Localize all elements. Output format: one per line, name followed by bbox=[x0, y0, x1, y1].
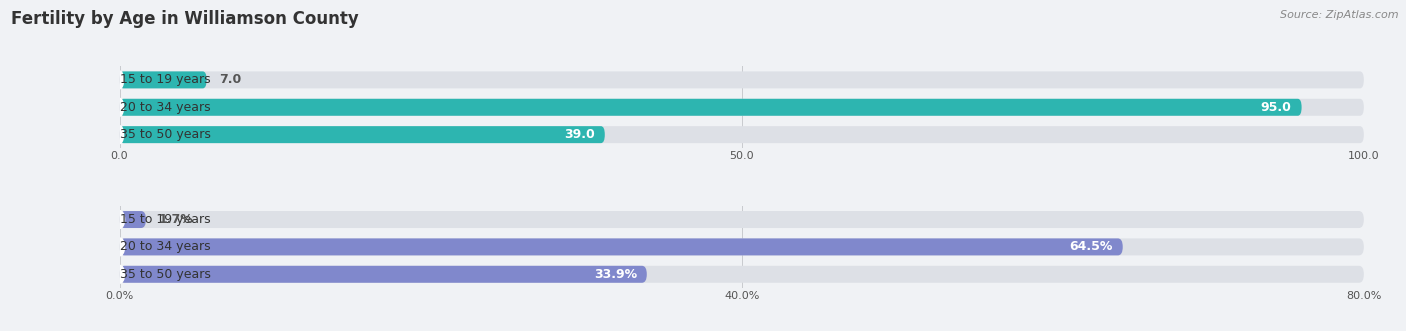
FancyBboxPatch shape bbox=[120, 211, 146, 228]
Text: 7.0: 7.0 bbox=[219, 73, 242, 86]
Text: 15 to 19 years: 15 to 19 years bbox=[121, 213, 211, 226]
FancyBboxPatch shape bbox=[120, 99, 1364, 116]
FancyBboxPatch shape bbox=[120, 99, 1302, 116]
FancyBboxPatch shape bbox=[120, 266, 1364, 283]
Text: Fertility by Age in Williamson County: Fertility by Age in Williamson County bbox=[11, 10, 359, 28]
Text: 39.0: 39.0 bbox=[564, 128, 595, 141]
FancyBboxPatch shape bbox=[120, 211, 1364, 228]
Text: 20 to 34 years: 20 to 34 years bbox=[121, 240, 211, 254]
Circle shape bbox=[114, 211, 125, 228]
Text: 35 to 50 years: 35 to 50 years bbox=[120, 128, 211, 141]
FancyBboxPatch shape bbox=[120, 266, 647, 283]
Circle shape bbox=[114, 265, 125, 283]
Text: 1.7%: 1.7% bbox=[159, 213, 193, 226]
FancyBboxPatch shape bbox=[120, 238, 1364, 256]
FancyBboxPatch shape bbox=[120, 71, 1364, 88]
Circle shape bbox=[115, 71, 124, 89]
FancyBboxPatch shape bbox=[120, 238, 1123, 256]
FancyBboxPatch shape bbox=[120, 71, 207, 88]
Text: 15 to 19 years: 15 to 19 years bbox=[120, 73, 211, 86]
Circle shape bbox=[114, 238, 125, 256]
Circle shape bbox=[115, 98, 124, 116]
Circle shape bbox=[115, 126, 124, 144]
Text: 33.9%: 33.9% bbox=[593, 268, 637, 281]
FancyBboxPatch shape bbox=[120, 126, 605, 143]
Text: 20 to 34 years: 20 to 34 years bbox=[120, 101, 211, 114]
FancyBboxPatch shape bbox=[120, 126, 1364, 143]
Text: 95.0: 95.0 bbox=[1261, 101, 1292, 114]
Text: 64.5%: 64.5% bbox=[1070, 240, 1112, 254]
Text: Source: ZipAtlas.com: Source: ZipAtlas.com bbox=[1281, 10, 1399, 20]
Text: 35 to 50 years: 35 to 50 years bbox=[121, 268, 211, 281]
